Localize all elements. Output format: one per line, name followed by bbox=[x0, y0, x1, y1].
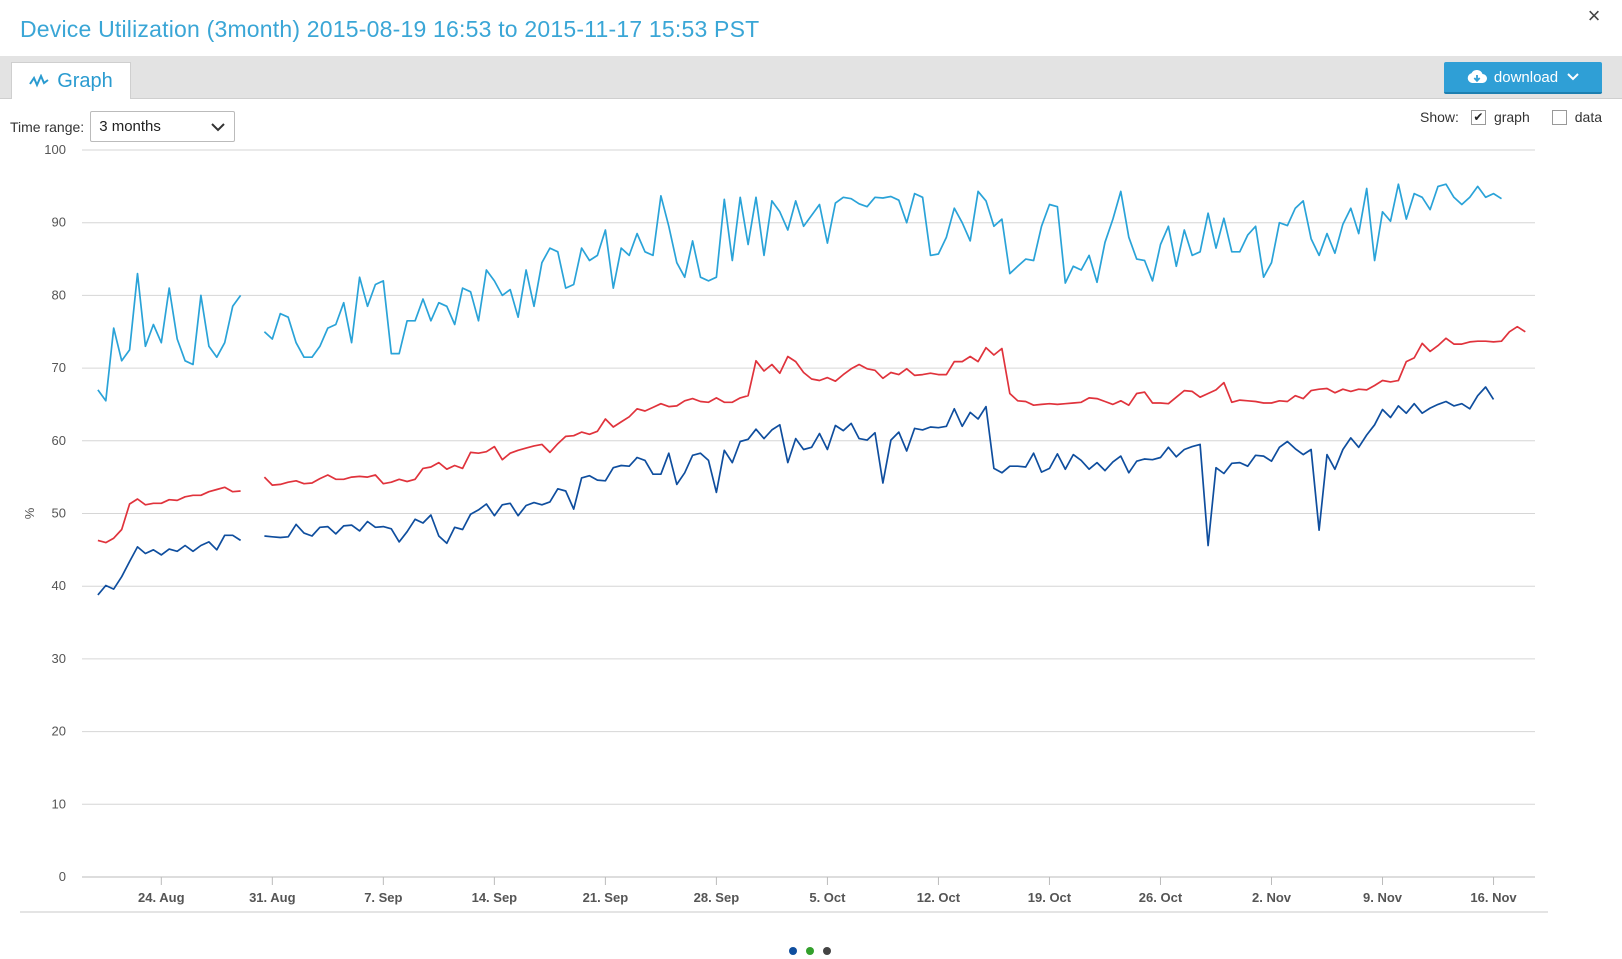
data-checkbox[interactable] bbox=[1551, 109, 1567, 125]
y-tick-label: 80 bbox=[52, 287, 66, 302]
download-button[interactable]: download bbox=[1444, 62, 1602, 94]
x-tick-label: 9. Nov bbox=[1363, 890, 1403, 905]
page-title: Device Utilization (3month) 2015-08-19 1… bbox=[20, 16, 760, 42]
y-tick-label: 50 bbox=[52, 506, 66, 521]
series-line-1 bbox=[97, 183, 1502, 402]
y-tick-label: 70 bbox=[52, 360, 66, 375]
x-tick-label: 7. Sep bbox=[364, 890, 402, 905]
time-range-select[interactable]: 3 months bbox=[90, 111, 236, 142]
x-tick-label: 19. Oct bbox=[1028, 890, 1072, 905]
x-tick-label: 14. Sep bbox=[472, 890, 518, 905]
x-tick-label: 2. Nov bbox=[1252, 890, 1292, 905]
pager-dot[interactable] bbox=[823, 947, 831, 955]
x-tick-label: 5. Oct bbox=[809, 890, 846, 905]
x-tick-label: 12. Oct bbox=[917, 890, 961, 905]
y-tick-label: 10 bbox=[52, 796, 66, 811]
utilization-chart: 0 10 20 30 40 50 60 70 80 90 100% 24. Aug 31. Aug 7. … bbox=[20, 142, 1548, 913]
x-tick-label: 31. Aug bbox=[249, 890, 296, 905]
x-tick-label: 26. Oct bbox=[1139, 890, 1183, 905]
x-tick-label: 16. Nov bbox=[1470, 890, 1517, 905]
y-tick-label: 20 bbox=[52, 724, 66, 739]
show-options: Show: ✔ graph data bbox=[1420, 109, 1602, 125]
tab-graph[interactable]: Graph bbox=[11, 62, 131, 99]
chevron-down-icon bbox=[1567, 73, 1579, 81]
y-tick-label: 30 bbox=[52, 651, 66, 666]
graph-checkbox-label: graph bbox=[1493, 109, 1530, 125]
close-button[interactable]: × bbox=[1587, 3, 1601, 28]
pager-dot[interactable] bbox=[806, 947, 814, 955]
data-checkbox-label: data bbox=[1574, 109, 1602, 125]
y-tick-label: 60 bbox=[52, 433, 66, 448]
y-tick-label: 90 bbox=[52, 215, 66, 230]
series-line-2 bbox=[97, 325, 1526, 544]
tab-bar: Graph bbox=[0, 56, 1622, 99]
show-label: Show: bbox=[1420, 109, 1459, 125]
pager-dot[interactable] bbox=[789, 947, 797, 955]
time-range-label: Time range: bbox=[10, 118, 85, 135]
series-line-3 bbox=[97, 386, 1495, 596]
cloud-download-icon bbox=[1467, 69, 1487, 83]
tab-graph-label: Graph bbox=[57, 69, 113, 92]
y-tick-label: 0 bbox=[59, 869, 66, 884]
time-range-value: 3 months bbox=[99, 118, 161, 135]
time-range: Time range: 3 months bbox=[10, 111, 236, 142]
y-tick-label: 100 bbox=[44, 142, 66, 157]
x-tick-label: 21. Sep bbox=[583, 890, 629, 905]
graph-checkbox[interactable]: ✔ bbox=[1470, 109, 1486, 125]
checkmark-icon: ✔ bbox=[1473, 110, 1484, 124]
x-tick-label: 28. Sep bbox=[694, 890, 740, 905]
line-chart-icon bbox=[29, 74, 49, 88]
x-tick-label: 24. Aug bbox=[138, 890, 185, 905]
download-label: download bbox=[1493, 68, 1559, 86]
y-tick-label: 40 bbox=[52, 578, 66, 593]
y-axis-label: % bbox=[22, 507, 37, 519]
chevron-down-icon bbox=[211, 122, 225, 131]
series-pager bbox=[789, 947, 831, 955]
